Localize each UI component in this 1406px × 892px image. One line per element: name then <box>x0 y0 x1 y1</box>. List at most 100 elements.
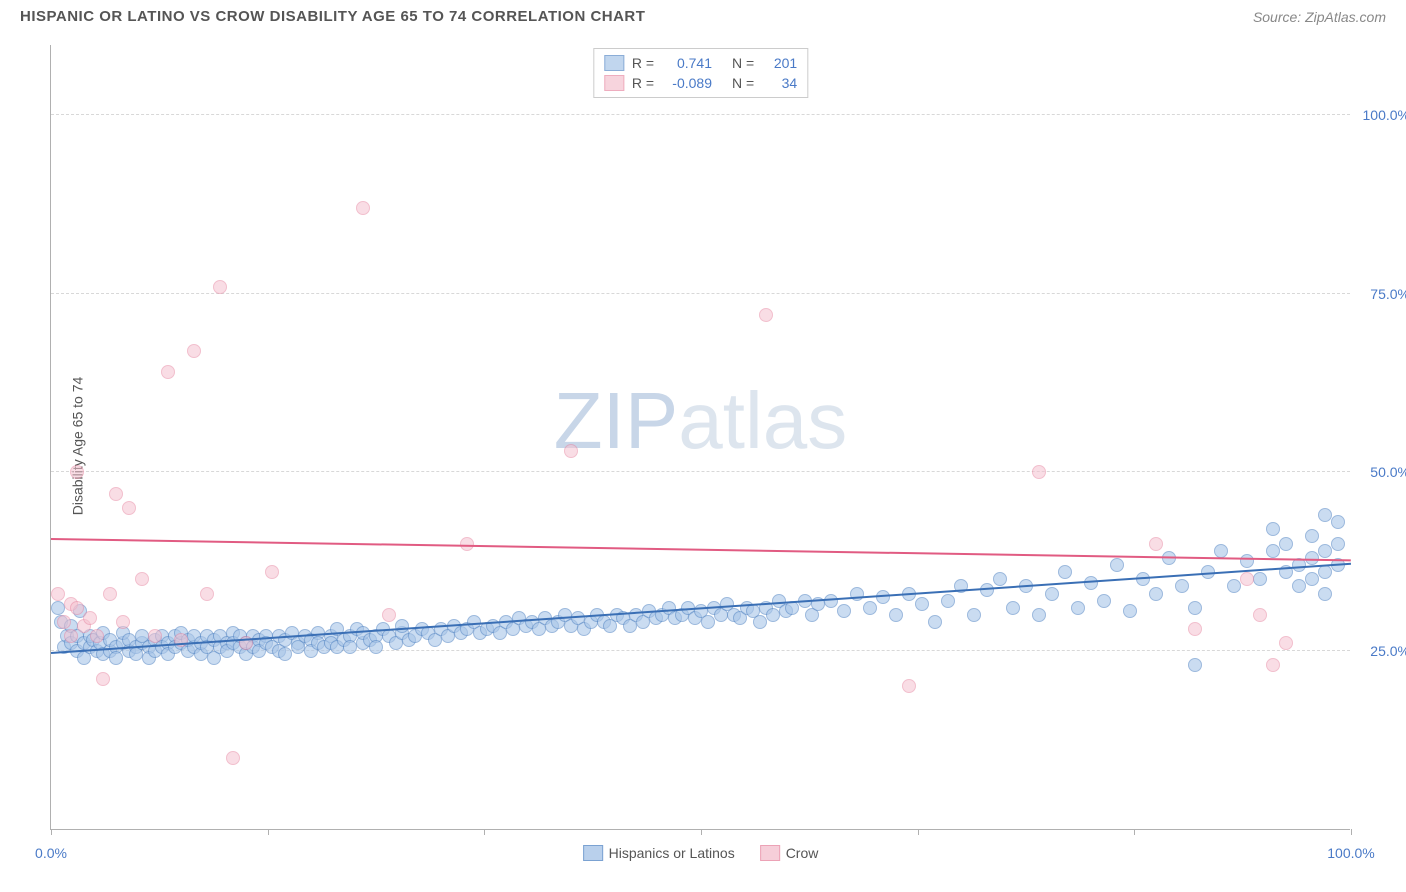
legend-label: Crow <box>786 845 819 861</box>
data-point <box>226 751 240 765</box>
data-point <box>213 280 227 294</box>
data-point <box>460 537 474 551</box>
data-point <box>889 608 903 622</box>
data-point <box>1097 594 1111 608</box>
data-point <box>103 587 117 601</box>
data-point <box>941 594 955 608</box>
data-point <box>863 601 877 615</box>
data-point <box>1032 608 1046 622</box>
watermark: ZIPatlas <box>554 375 847 467</box>
data-point <box>265 565 279 579</box>
data-point <box>1045 587 1059 601</box>
data-point <box>837 604 851 618</box>
gridline <box>51 114 1350 115</box>
y-axis-label: Disability Age 65 to 74 <box>69 377 85 516</box>
data-point <box>1032 465 1046 479</box>
data-point <box>1214 544 1228 558</box>
data-point <box>200 587 214 601</box>
x-tick-label: 0.0% <box>35 845 67 861</box>
legend-swatch <box>760 845 780 861</box>
data-point <box>343 640 357 654</box>
legend-row: R =0.741N =201 <box>604 53 797 73</box>
data-point <box>116 615 130 629</box>
data-point <box>1240 572 1254 586</box>
series-legend: Hispanics or Latinos Crow <box>583 845 819 861</box>
data-point <box>90 629 104 643</box>
x-tick <box>1134 829 1135 835</box>
data-point <box>1240 554 1254 568</box>
data-point <box>915 597 929 611</box>
data-point <box>70 465 84 479</box>
legend-r-value: 0.741 <box>662 55 712 71</box>
data-point <box>51 587 65 601</box>
data-point <box>1279 537 1293 551</box>
data-point <box>109 487 123 501</box>
data-point <box>369 640 383 654</box>
data-point <box>278 647 292 661</box>
data-point <box>64 629 78 643</box>
legend-r-value: -0.089 <box>662 75 712 91</box>
data-point <box>1279 636 1293 650</box>
data-point <box>83 611 97 625</box>
x-tick-label: 100.0% <box>1327 845 1374 861</box>
data-point <box>187 344 201 358</box>
legend-r-label: R = <box>632 55 654 71</box>
y-tick-label: 100.0% <box>1355 107 1406 123</box>
legend-label: Hispanics or Latinos <box>609 845 735 861</box>
data-point <box>1292 579 1306 593</box>
trend-line <box>51 563 1351 654</box>
data-point <box>753 615 767 629</box>
data-point <box>1266 522 1280 536</box>
x-tick <box>268 829 269 835</box>
data-point <box>1266 658 1280 672</box>
legend-swatch <box>583 845 603 861</box>
legend-row: R =-0.089N =34 <box>604 73 797 93</box>
data-point <box>1006 601 1020 615</box>
legend-n-label: N = <box>732 75 754 91</box>
data-point <box>51 601 65 615</box>
data-point <box>902 679 916 693</box>
legend-item: Hispanics or Latinos <box>583 845 735 861</box>
gridline <box>51 471 1350 472</box>
data-point <box>356 201 370 215</box>
data-point <box>1149 537 1163 551</box>
data-point <box>928 615 942 629</box>
x-tick <box>1351 829 1352 835</box>
data-point <box>1305 529 1319 543</box>
data-point <box>564 444 578 458</box>
data-point <box>1149 587 1163 601</box>
x-tick <box>51 829 52 835</box>
x-tick <box>918 829 919 835</box>
x-tick <box>484 829 485 835</box>
legend-swatch <box>604 55 624 71</box>
legend-n-label: N = <box>732 55 754 71</box>
chart-plot-area: ZIPatlas R =0.741N =201R =-0.089N =34 25… <box>50 45 1350 830</box>
data-point <box>1175 579 1189 593</box>
data-point <box>1266 544 1280 558</box>
data-point <box>1058 565 1072 579</box>
gridline <box>51 293 1350 294</box>
data-point <box>135 572 149 586</box>
data-point <box>1071 601 1085 615</box>
legend-r-label: R = <box>632 75 654 91</box>
data-point <box>382 608 396 622</box>
data-point <box>1188 601 1202 615</box>
data-point <box>1110 558 1124 572</box>
data-point <box>759 308 773 322</box>
data-point <box>1331 537 1345 551</box>
data-point <box>993 572 1007 586</box>
legend-swatch <box>604 75 624 91</box>
data-point <box>122 501 136 515</box>
data-point <box>1318 565 1332 579</box>
data-point <box>766 608 780 622</box>
y-tick-label: 25.0% <box>1355 643 1406 659</box>
legend-item: Crow <box>760 845 819 861</box>
data-point <box>1253 608 1267 622</box>
data-point <box>148 629 162 643</box>
x-tick <box>701 829 702 835</box>
y-tick-label: 75.0% <box>1355 286 1406 302</box>
y-tick-label: 50.0% <box>1355 464 1406 480</box>
data-point <box>701 615 715 629</box>
data-point <box>96 672 110 686</box>
data-point <box>1305 572 1319 586</box>
